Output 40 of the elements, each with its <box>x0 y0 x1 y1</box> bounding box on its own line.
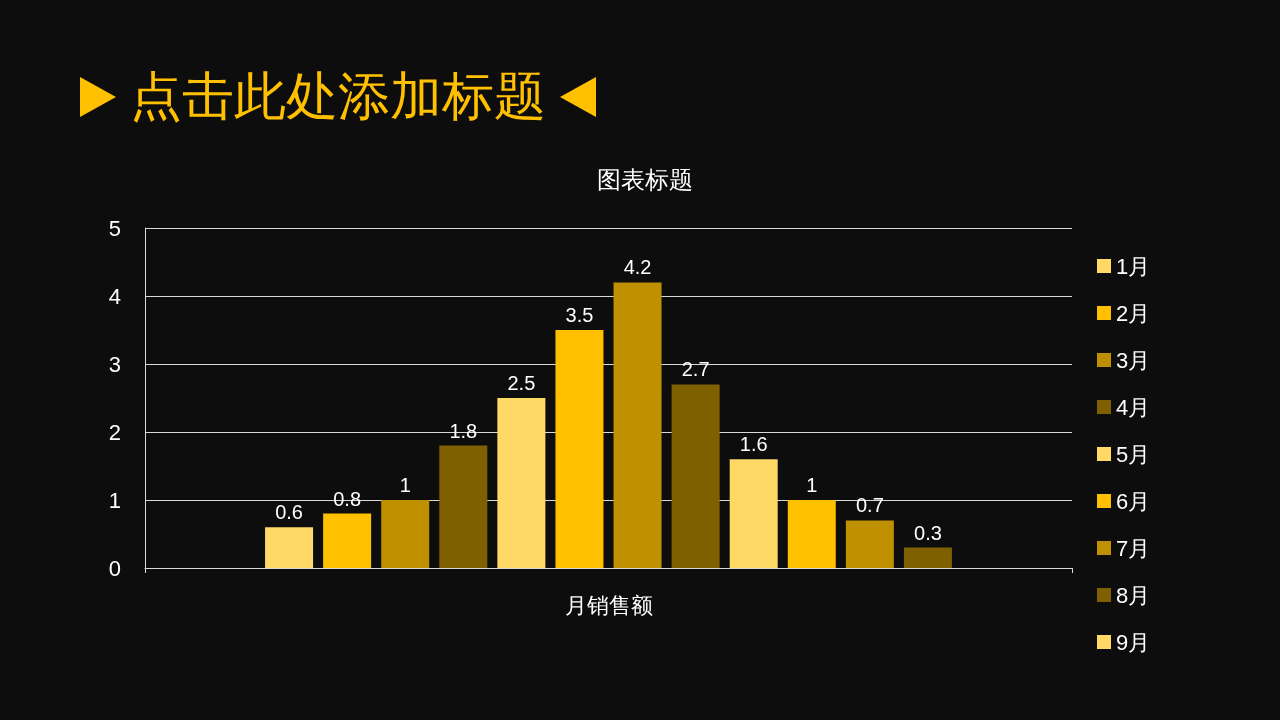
x-tick-label: 月销售额 <box>564 592 653 618</box>
legend-label: 8月 <box>1116 582 1151 608</box>
data-label: 2.7 <box>681 358 710 381</box>
bar <box>555 330 604 568</box>
y-tick-label: 4 <box>108 283 121 309</box>
bar <box>613 282 662 568</box>
data-label: 1.6 <box>739 433 768 456</box>
legend-label: 9月 <box>1116 629 1151 655</box>
data-label: 0.7 <box>855 494 884 517</box>
legend-label: 3月 <box>1116 347 1151 373</box>
legend-label: 1月 <box>1116 253 1151 279</box>
bar <box>265 527 314 568</box>
data-label: 1 <box>806 474 818 496</box>
chart-title: 点击此处添加标题 <box>130 65 546 128</box>
data-label: 0.6 <box>275 501 303 524</box>
data-label: 1 <box>399 474 411 496</box>
legend-label: 2月 <box>1116 300 1151 326</box>
bar <box>671 384 720 568</box>
y-tick-label: 5 <box>108 215 121 241</box>
bar <box>903 547 952 568</box>
y-tick-label: 0 <box>108 555 121 581</box>
data-label: 0.3 <box>914 521 942 544</box>
bar <box>729 459 778 568</box>
y-tick-label: 1 <box>108 487 121 513</box>
data-label: 3.5 <box>565 304 594 326</box>
bar <box>381 500 430 568</box>
bar <box>323 513 372 568</box>
bar <box>497 398 546 568</box>
bar <box>787 500 836 568</box>
data-label: 4.2 <box>623 256 652 279</box>
legend-label: 5月 <box>1116 441 1151 467</box>
data-label: 2.5 <box>507 372 536 394</box>
chart-subtitle: 图表标题 <box>597 165 693 193</box>
legend-label: 6月 <box>1116 488 1151 514</box>
y-tick-label: 3 <box>108 351 121 377</box>
y-tick-label: 2 <box>108 419 121 445</box>
legend-label: 7月 <box>1116 535 1151 561</box>
bar <box>439 445 488 568</box>
legend-label: 4月 <box>1116 394 1151 420</box>
bar <box>845 520 894 568</box>
